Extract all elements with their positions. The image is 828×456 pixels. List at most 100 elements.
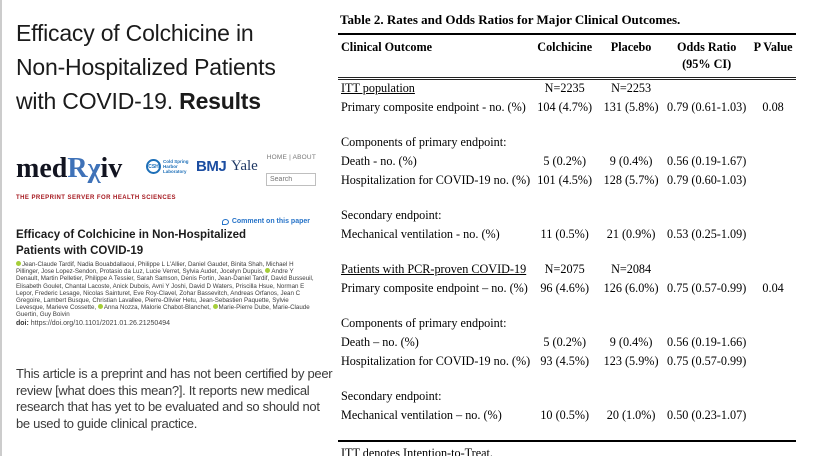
- value-cell: 123 (5.9%): [603, 353, 659, 368]
- logo-iv: iv: [100, 153, 123, 184]
- table-row: Death – no. (%) 5 (0.2%) 9 (0.4%) 0.56 (0.1…: [338, 333, 796, 352]
- outcome-cell: Primary composite endpoint - no. (%): [341, 99, 526, 114]
- table-row: ITT population N=2235 N=2253: [338, 79, 796, 98]
- value-cell: 0.50 (0.23-1.07): [667, 407, 747, 422]
- table-spacer-row: [338, 371, 796, 387]
- title-results-emphasis: Results: [179, 88, 261, 114]
- table-row: Secondary endpoint:: [338, 206, 796, 225]
- value-cell: 128 (5.7%): [603, 172, 659, 187]
- value-cell: 20 (1.0%): [606, 407, 656, 422]
- outcome-cell: Mechanical ventilation – no. (%): [341, 407, 502, 422]
- value-cell: [599, 314, 663, 333]
- value-cell: 0.75 (0.57-0.99): [667, 280, 747, 295]
- table-row: Components of primary endpoint:: [338, 133, 796, 152]
- medrxiv-header: medRχiv THE PREPRINT SERVER FOR HEALTH S…: [10, 150, 316, 214]
- value-cell: 0.75 (0.57-0.99): [667, 353, 747, 368]
- medrxiv-screenshot: medRχiv THE PREPRINT SERVER FOR HEALTH S…: [10, 150, 316, 350]
- table-spacer-row: [338, 298, 796, 314]
- comment-bubble-icon: [221, 218, 229, 225]
- value-cell: [530, 206, 599, 225]
- outcome-cell: Components of primary endpoint:: [341, 134, 507, 149]
- orcid-icon: [97, 304, 103, 310]
- outcome-cell: Death - no. (%): [341, 153, 417, 168]
- value-cell: 0.79 (0.60-1.03): [667, 172, 747, 187]
- value-cell: 5 (0.2%): [543, 334, 587, 349]
- outcome-cell: Components of primary endpoint:: [341, 315, 507, 330]
- table-title: Table 2. Rates and Odds Ratios for Major…: [340, 12, 681, 27]
- value-cell: [599, 133, 663, 152]
- value-cell: [663, 314, 750, 333]
- odds-ratio-line2: (95% CI): [682, 57, 732, 71]
- value-cell: [663, 206, 750, 225]
- outcome-cell: Patients with PCR-proven COVID-19: [341, 261, 527, 276]
- comment-on-paper[interactable]: Comment on this paper: [221, 218, 310, 225]
- value-cell: 131 (5.8%): [603, 99, 659, 114]
- table-row: Primary composite endpoint – no. (%) 96 (…: [338, 279, 796, 298]
- spacer-cell: [338, 190, 796, 206]
- preprint-disclaimer: This article is a preprint and has not b…: [16, 366, 333, 431]
- nav-home-about[interactable]: HOME | ABOUT: [266, 154, 316, 161]
- bmj-logo: BMJ: [196, 158, 227, 175]
- col-header-odds-ratio: Odds Ratio (95% CI): [663, 33, 751, 80]
- table-row: Hospitalization for COVID-19 no. (%) 101 …: [338, 171, 796, 190]
- spacer-cell: [338, 371, 796, 387]
- doi-label: doi:: [16, 320, 29, 327]
- spacer-cell: [338, 298, 796, 314]
- value-cell: [750, 152, 796, 171]
- logo-r: R: [67, 153, 88, 184]
- value-cell: [530, 387, 599, 406]
- table-spacer-row: [338, 190, 796, 206]
- table-row: Components of primary endpoint:: [338, 314, 796, 333]
- table-row: Secondary endpoint:: [338, 387, 796, 406]
- value-cell: 11 (0.5%): [540, 226, 589, 241]
- value-cell: [663, 79, 750, 98]
- value-cell: 0.08: [762, 99, 784, 114]
- table-row: Death - no. (%) 5 (0.2%) 9 (0.4%) 0.56 (0.1…: [338, 152, 796, 171]
- table-row: Mechanical ventilation – no. (%) 10 (0.5%…: [338, 406, 796, 425]
- orcid-icon: [265, 268, 271, 274]
- spacer-cell: [338, 244, 796, 260]
- outcome-cell: Hospitalization for COVID-19 no. (%): [341, 353, 531, 368]
- value-cell: 5 (0.2%): [543, 153, 587, 168]
- value-cell: [663, 387, 750, 406]
- page-title: Efficacy of Colchicine in Non-Hospitaliz…: [16, 16, 276, 118]
- doi-link[interactable]: https://doi.org/10.1101/2021.01.26.21250…: [30, 320, 170, 327]
- outcome-cell: Death – no. (%): [341, 334, 419, 349]
- spacer-cell: [338, 117, 796, 133]
- value-cell: [663, 260, 750, 279]
- value-cell: 126 (6.0%): [603, 280, 659, 295]
- orcid-icon: [16, 261, 21, 266]
- table-header-row: Clinical Outcome Colchicine Placebo Odds…: [338, 33, 796, 80]
- outcomes-table: Clinical Outcome Colchicine Placebo Odds…: [338, 33, 796, 442]
- spacer-cell: [338, 425, 796, 441]
- value-cell: [750, 260, 796, 279]
- value-cell: 0.56 (0.19-1.66): [667, 334, 747, 349]
- title-line-2: Non-Hospitalized Patients: [16, 54, 276, 80]
- table-row: Patients with PCR-proven COVID-19 N=2075 N…: [338, 260, 796, 279]
- value-cell: 9 (0.4%): [609, 334, 653, 349]
- value-cell: [599, 206, 663, 225]
- search-input[interactable]: [266, 173, 316, 186]
- medrxiv-tagline: THE PREPRINT SERVER FOR HEALTH SCIENCES: [16, 195, 177, 201]
- col-header-pvalue: P Value: [750, 33, 796, 80]
- csh-logo: CSH Cold Spring Harbor Laboratory: [146, 159, 189, 175]
- outcome-cell: ITT population: [341, 81, 415, 96]
- csh-circle-icon: CSH: [146, 159, 161, 175]
- outcome-cell: Primary composite endpoint – no. (%): [341, 280, 528, 295]
- results-table: Table 2. Rates and Odds Ratios for Major…: [338, 12, 796, 456]
- value-cell: N=2084: [611, 261, 652, 276]
- table-row: Primary composite endpoint - no. (%) 104 …: [338, 98, 796, 117]
- value-cell: [750, 314, 796, 333]
- value-cell: [750, 79, 796, 98]
- table-row: Mechanical ventilation - no. (%) 11 (0.5%…: [338, 225, 796, 244]
- csh-name: Cold Spring Harbor Laboratory: [163, 159, 189, 175]
- value-cell: 9 (0.4%): [609, 153, 653, 168]
- title-line-1: Efficacy of Colchicine in: [16, 20, 254, 46]
- doi: doi: https://doi.org/10.1101/2021.01.26.…: [16, 320, 170, 327]
- medrxiv-logo[interactable]: medRχiv THE PREPRINT SERVER FOR HEALTH S…: [16, 153, 177, 211]
- value-cell: [750, 333, 796, 352]
- comment-link[interactable]: Comment on this paper: [231, 218, 310, 225]
- value-cell: [599, 387, 663, 406]
- value-cell: 0.56 (0.19-1.67): [667, 153, 747, 168]
- col-header-placebo: Placebo: [599, 33, 664, 80]
